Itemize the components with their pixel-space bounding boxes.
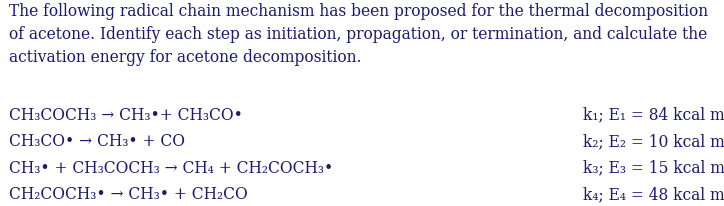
Text: CH₃COCH₃ → CH₃•+ CH₃CO•: CH₃COCH₃ → CH₃•+ CH₃CO• [9,106,243,123]
Text: k₁; E₁ = 84 kcal mol⁻¹: k₁; E₁ = 84 kcal mol⁻¹ [583,106,724,123]
Text: CH₃CO• → CH₃• + CO: CH₃CO• → CH₃• + CO [9,132,185,149]
Text: k₃; E₃ = 15 kcal mol⁻¹: k₃; E₃ = 15 kcal mol⁻¹ [583,159,724,176]
Text: k₂; E₂ = 10 kcal mol⁻¹: k₂; E₂ = 10 kcal mol⁻¹ [583,132,724,149]
Text: The following radical chain mechanism has been proposed for the thermal decompos: The following radical chain mechanism ha… [9,3,708,66]
Text: CH₂COCH₃• → CH₃• + CH₂CO: CH₂COCH₃• → CH₃• + CH₂CO [9,185,248,202]
Text: CH₃• + CH₃COCH₃ → CH₄ + CH₂COCH₃•: CH₃• + CH₃COCH₃ → CH₄ + CH₂COCH₃• [9,159,333,176]
Text: k₄; E₄ = 48 kcal mol⁻¹: k₄; E₄ = 48 kcal mol⁻¹ [583,185,724,202]
